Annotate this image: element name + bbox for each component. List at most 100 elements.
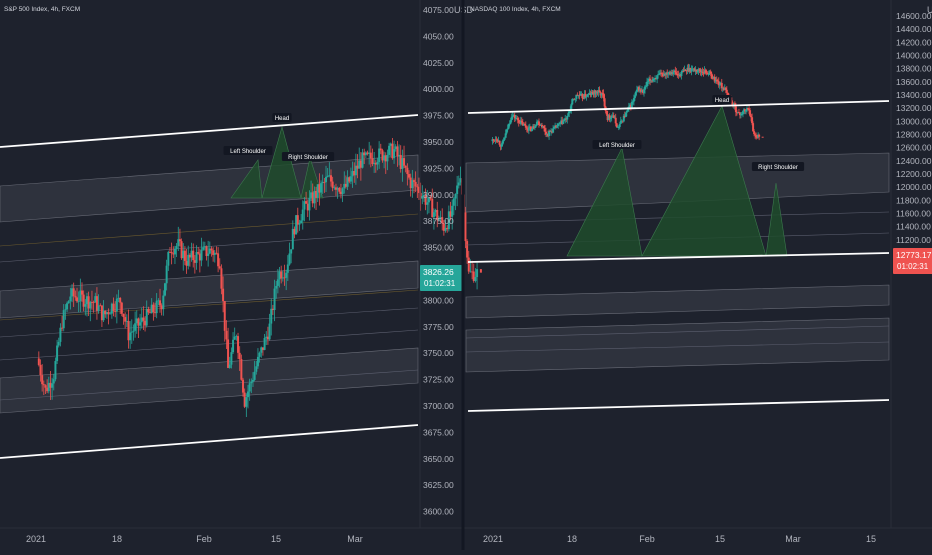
ndx-head-label: Head [715,98,729,104]
spx-candle-body [421,196,424,199]
spx-candle-body [308,197,311,211]
ndx-candle-body [586,94,589,97]
spx-candle-body [61,327,64,329]
ndx-candle-body [500,144,503,147]
ndx-candle-body [574,98,577,100]
ndx-candle-body [724,88,727,90]
spx-candle-body [265,336,268,339]
spx-candle-body [125,320,128,322]
ndx-candle-body [748,108,751,111]
ndx-left-shoulder-label: Left Shoulder [599,143,635,149]
spx-candle-body [343,183,346,189]
spx-price-axis[interactable]: 4075.00 4050.00 4025.00 4000.00 3975.00 3950.… [419,0,474,528]
ndx-candle-body [752,123,755,132]
ndx-candle-body [628,104,631,107]
spx-candle-body [446,227,449,230]
spx-candle-body [238,352,241,360]
ndx-candle-body [598,90,601,92]
spx-candle-body [403,158,406,166]
spx-price-tick: 3850.00 [423,243,454,253]
ndx-candle-body [671,72,674,74]
spx-candle-body [459,178,462,183]
ndx-candle-body [754,134,757,136]
ndx-candle-body [669,72,672,75]
ndx-candle-body [734,106,737,113]
spx-candle-body [386,154,389,162]
ndx-candle-body [756,136,759,138]
spx-price-tick: 3925.00 [423,163,454,173]
ndx-candle-body [496,139,499,142]
ndx-time-axis[interactable]: 2021 18 Feb 15 Mar 15 [483,534,876,544]
spx-candle-body [202,247,205,250]
spx-candle-body [227,339,230,368]
ndx-price-tick: 12400.00 [896,156,932,166]
spx-candle-body [351,171,354,177]
ndx-candle-body [513,114,516,119]
spx-candle-body [283,277,286,279]
ndx-price-tick: 12800.00 [896,130,932,140]
ndx-candle-body [583,93,586,99]
spx-level-line [0,307,419,338]
ndx-candle-body [661,73,664,75]
ndx-candle-body [681,71,684,72]
ndx-candle-body [560,120,563,123]
ndx-candle-body [726,92,729,95]
spx-candle-body [39,364,42,376]
ndx-candle-body [649,78,652,82]
ndx-candle-body [673,70,676,73]
spx-candle-body [313,190,316,204]
spx-candle-body [124,317,127,322]
ndx-candle-body [692,68,695,70]
ndx-candle-body [659,72,662,75]
ndx-candle-body [650,80,653,82]
spx-candle-body [79,290,82,302]
spx-candle-body [452,198,455,206]
ndx-candle-body [543,126,546,129]
spx-candle-body [469,271,472,273]
ndx-candle-body [603,98,606,107]
ndx-price-tick: 14000.00 [896,51,932,61]
spx-level-line [0,230,419,263]
spx-price-tick: 3725.00 [423,375,454,385]
spx-candle-body [178,239,181,242]
ndx-candle-body [600,93,603,96]
ndx-candle-body [570,104,573,110]
spx-candle-body [52,379,55,384]
ndx-candle-body [546,133,549,135]
spx-candle-body [230,352,233,365]
ndx-candle-body [683,69,686,72]
spx-candle-body [112,303,115,311]
chart-panel-spx[interactable]: S&P 500 Index, 4h, FXCM Left Shoulder Hea… [0,6,482,459]
spx-candle-body [170,252,173,254]
spx-candle-body [363,152,366,156]
ndx-candle-body [700,71,703,73]
ndx-candle-body [620,120,623,122]
spx-time-axis[interactable]: 2021 18 Feb 15 Mar [26,534,363,544]
spx-candle-body [311,192,314,204]
ndx-left-shoulder-label-bg [592,140,642,149]
spx-candle-body [107,312,110,315]
spx-candle-body [288,253,291,265]
spx-candle-body [89,301,92,309]
ndx-candle-body [699,70,702,72]
spx-candle-body [147,308,150,313]
ndx-candle-body [529,126,532,132]
spx-left-shoulder-label-bg [223,146,273,155]
ndx-channel-band [465,317,890,373]
spx-candle-body [441,217,444,224]
ndx-candle-body [563,120,566,122]
ndx-time-tick: Mar [785,534,801,544]
spx-candle-body [44,385,47,388]
spx-candle-body [285,272,288,278]
ndx-candle-body [592,92,595,95]
ndx-candle-body [555,125,558,128]
spx-candle-body [165,265,168,284]
spx-candle-body [278,271,281,280]
spx-candle-body [427,197,430,203]
spx-candle-body [346,177,349,187]
spx-candle-body [135,318,138,324]
spx-candles [37,138,482,418]
spx-candle-body [41,375,44,385]
chart-panel-ndx[interactable]: NASDAQ 100 Index, 4h, FXCM Left Shoulder… [465,6,890,412]
ndx-candle-body [711,78,714,80]
